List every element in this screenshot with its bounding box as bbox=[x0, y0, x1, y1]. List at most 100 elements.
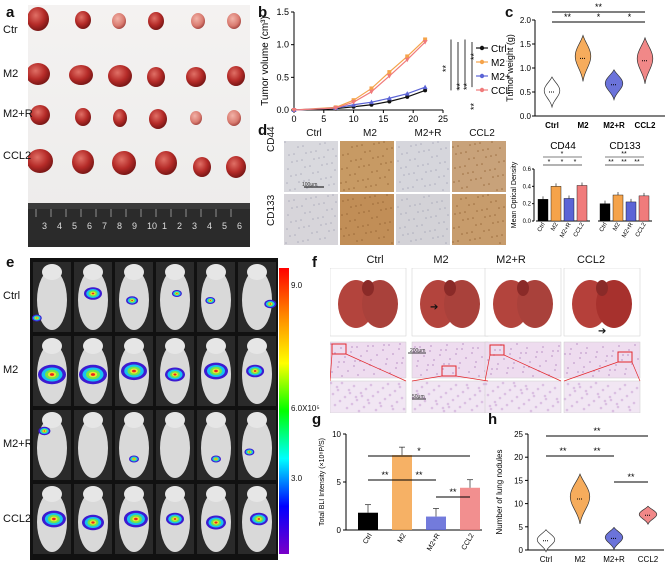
ihc-cell bbox=[439, 208, 441, 210]
y-axis-title: Mean Optical Density bbox=[511, 161, 518, 228]
histo-dot bbox=[632, 401, 636, 405]
ihc-cell bbox=[457, 145, 459, 147]
histo-dot bbox=[383, 344, 385, 346]
ihc-cell bbox=[467, 172, 469, 174]
histo-dot bbox=[520, 352, 522, 354]
x-tick-label: M2+R bbox=[621, 221, 635, 239]
ihc-cell bbox=[406, 198, 408, 200]
ihc-cell bbox=[501, 188, 503, 190]
y-tick-label: 0.0 bbox=[520, 112, 532, 121]
histo-dot bbox=[609, 369, 611, 371]
sig-label: ** bbox=[621, 151, 627, 158]
chart-h: 0 5 10 15 20 25 Number of lung nodules Ctrl M2 M2… bbox=[495, 426, 664, 564]
ihc-cell bbox=[398, 146, 400, 148]
ihc-cell bbox=[424, 185, 426, 187]
ihc-cell bbox=[416, 225, 418, 227]
ihc-cell bbox=[303, 226, 305, 228]
sig-label: ** bbox=[462, 82, 472, 90]
histo-dot bbox=[494, 403, 498, 407]
ihc-cell bbox=[484, 216, 486, 218]
ihc-cell bbox=[416, 179, 418, 181]
ihc-cell bbox=[368, 210, 370, 212]
ihc-cell bbox=[436, 201, 438, 203]
ihc-cell bbox=[452, 146, 454, 148]
ihc-cell bbox=[375, 184, 377, 186]
ihc-cell bbox=[298, 227, 300, 229]
ihc-cell bbox=[415, 144, 417, 146]
ihc-grid bbox=[284, 141, 506, 245]
ihc-cell bbox=[497, 175, 499, 177]
x-tick-label: M2+R bbox=[559, 221, 573, 239]
histo-dot bbox=[477, 386, 481, 390]
bli-signal bbox=[215, 458, 217, 460]
zoom-line bbox=[484, 354, 491, 382]
histo-dot bbox=[366, 398, 370, 402]
y-tick-label: 1.0 bbox=[520, 64, 532, 73]
histo-dot bbox=[390, 404, 394, 408]
ihc-cell bbox=[459, 212, 461, 214]
ihc-cell bbox=[360, 158, 362, 160]
ihc-cell bbox=[408, 219, 410, 221]
ihc-cell bbox=[453, 227, 455, 229]
histo-dot bbox=[569, 353, 571, 355]
ihc-col-ccl2: CCL2 bbox=[469, 128, 495, 139]
ihc-cell bbox=[353, 233, 355, 235]
ihc-cell bbox=[356, 240, 358, 242]
ihc-cell bbox=[364, 151, 366, 153]
histo-dot bbox=[423, 399, 427, 403]
ihc-cell bbox=[383, 236, 385, 238]
histo-dot bbox=[628, 408, 632, 412]
ihc-cell bbox=[486, 208, 488, 210]
histo-dot bbox=[595, 356, 597, 358]
ihc-cell bbox=[481, 209, 483, 211]
ihc-cell bbox=[369, 150, 371, 152]
histo-dot bbox=[446, 344, 448, 346]
ihc-cell bbox=[429, 184, 431, 186]
bar-M2+R bbox=[426, 516, 446, 530]
series-line-M2 bbox=[293, 39, 426, 111]
histo-dot bbox=[400, 396, 404, 400]
y-tick-label: 2.0 bbox=[520, 16, 532, 25]
histo-dot bbox=[587, 403, 591, 407]
ihc-cell bbox=[353, 187, 355, 189]
histo-dot bbox=[576, 343, 578, 345]
bli-row-ctrl: Ctrl bbox=[3, 290, 21, 302]
histo-dot bbox=[441, 406, 445, 410]
ihc-cell bbox=[405, 166, 407, 168]
histo-dot bbox=[606, 384, 610, 388]
bli-signal bbox=[134, 517, 138, 521]
ihc-cell bbox=[458, 226, 460, 228]
ihc-cell bbox=[331, 208, 333, 210]
tumor-photo: 3 4 5 6 7 8 9 10 1 2 3 4 5 6 bbox=[28, 5, 250, 247]
ihc-cell bbox=[372, 157, 374, 159]
legend-marker bbox=[479, 73, 485, 79]
ihc-cell bbox=[496, 189, 498, 191]
mouse-head bbox=[206, 338, 226, 354]
point bbox=[405, 94, 410, 99]
ihc-cell bbox=[294, 234, 296, 236]
histo-dot bbox=[575, 400, 579, 404]
histo-dot bbox=[357, 409, 361, 413]
histo-dot bbox=[553, 386, 557, 390]
ihc-cell bbox=[427, 209, 429, 211]
legend-label: M2+R bbox=[491, 72, 510, 83]
histo-dot bbox=[432, 388, 436, 392]
sig-label: ** bbox=[627, 472, 635, 482]
panel-label-c: c bbox=[505, 4, 514, 21]
histo-scalebar-200: 200μm bbox=[410, 348, 426, 354]
x-tick-label: M2+R bbox=[603, 121, 625, 130]
histo-dot bbox=[434, 399, 438, 403]
ruler-number: 7 bbox=[102, 221, 107, 231]
mouse-head bbox=[124, 264, 144, 280]
lung-col-m2: M2 bbox=[433, 254, 449, 266]
ihc-cell bbox=[503, 206, 505, 208]
ihc-cell bbox=[399, 227, 401, 229]
ihc-cell bbox=[286, 228, 288, 230]
sig-label: ** bbox=[469, 102, 479, 110]
ihc-cell bbox=[435, 215, 437, 217]
ihc-cell bbox=[287, 168, 289, 170]
ihc-cell bbox=[305, 198, 307, 200]
histo-dot bbox=[336, 388, 340, 392]
histo-dot bbox=[508, 388, 512, 392]
y-tick-label: 0.0 bbox=[523, 219, 532, 225]
